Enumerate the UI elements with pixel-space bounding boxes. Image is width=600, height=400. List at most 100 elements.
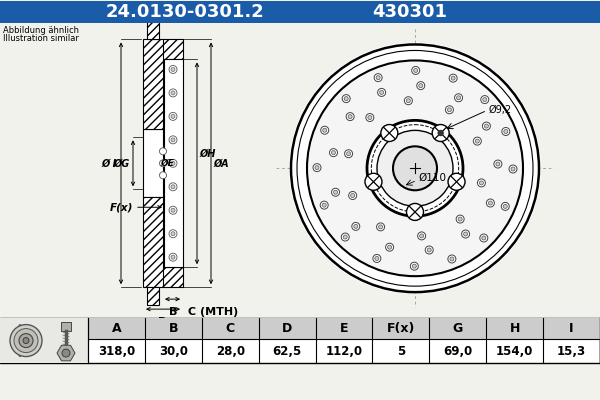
Text: D: D bbox=[282, 322, 292, 335]
Circle shape bbox=[461, 230, 470, 238]
Circle shape bbox=[171, 232, 175, 236]
Bar bbox=[143, 197, 163, 287]
Circle shape bbox=[352, 222, 360, 230]
Circle shape bbox=[14, 328, 38, 352]
Text: D: D bbox=[158, 317, 167, 327]
Circle shape bbox=[480, 234, 488, 242]
Circle shape bbox=[419, 234, 424, 238]
Text: F(x): F(x) bbox=[110, 202, 133, 212]
Circle shape bbox=[19, 334, 33, 348]
Circle shape bbox=[377, 130, 453, 206]
Circle shape bbox=[169, 136, 177, 144]
Circle shape bbox=[481, 96, 489, 104]
Bar bbox=[143, 129, 163, 197]
Text: G: G bbox=[452, 322, 463, 335]
Circle shape bbox=[432, 124, 449, 142]
Bar bbox=[162, 267, 183, 287]
Circle shape bbox=[496, 162, 500, 166]
Text: C (MTH): C (MTH) bbox=[188, 307, 238, 317]
Circle shape bbox=[393, 146, 437, 190]
Bar bbox=[0, 0, 600, 22]
Circle shape bbox=[377, 88, 386, 96]
Circle shape bbox=[448, 108, 451, 112]
Circle shape bbox=[366, 114, 374, 122]
Text: 62,5: 62,5 bbox=[272, 344, 302, 358]
Bar bbox=[164, 60, 183, 267]
Circle shape bbox=[375, 256, 379, 260]
Circle shape bbox=[347, 152, 350, 156]
Circle shape bbox=[450, 257, 454, 261]
Text: 430301: 430301 bbox=[373, 2, 448, 20]
Circle shape bbox=[350, 194, 355, 198]
Circle shape bbox=[342, 95, 350, 103]
Circle shape bbox=[329, 149, 337, 157]
Circle shape bbox=[482, 122, 490, 130]
Circle shape bbox=[169, 89, 177, 97]
Circle shape bbox=[297, 50, 533, 286]
Circle shape bbox=[456, 215, 464, 223]
Circle shape bbox=[404, 97, 412, 105]
Circle shape bbox=[341, 233, 349, 241]
Circle shape bbox=[451, 76, 455, 80]
Circle shape bbox=[406, 99, 410, 103]
Text: A: A bbox=[112, 322, 121, 335]
Circle shape bbox=[346, 113, 354, 120]
Circle shape bbox=[449, 74, 457, 82]
Text: 318,0: 318,0 bbox=[98, 344, 135, 358]
Text: Ø9,2: Ø9,2 bbox=[489, 105, 512, 115]
Circle shape bbox=[509, 165, 517, 173]
Text: 69,0: 69,0 bbox=[443, 344, 472, 358]
Text: Ø110: Ø110 bbox=[418, 173, 446, 183]
Circle shape bbox=[374, 74, 382, 82]
Text: H: H bbox=[509, 322, 520, 335]
Circle shape bbox=[373, 254, 381, 262]
Text: Abbildung ähnlich: Abbildung ähnlich bbox=[3, 26, 79, 36]
Circle shape bbox=[388, 245, 392, 249]
Circle shape bbox=[321, 126, 329, 134]
Circle shape bbox=[160, 148, 167, 155]
Circle shape bbox=[386, 243, 394, 251]
Circle shape bbox=[10, 325, 42, 356]
Text: 30,0: 30,0 bbox=[159, 344, 188, 358]
Circle shape bbox=[413, 68, 418, 72]
Circle shape bbox=[171, 208, 175, 212]
Text: B: B bbox=[169, 307, 178, 317]
Bar bbox=[162, 40, 183, 60]
Circle shape bbox=[412, 264, 416, 268]
Circle shape bbox=[160, 172, 167, 179]
Circle shape bbox=[320, 201, 328, 209]
Circle shape bbox=[503, 204, 507, 208]
Circle shape bbox=[344, 97, 348, 101]
Circle shape bbox=[169, 183, 177, 191]
Circle shape bbox=[169, 230, 177, 238]
Circle shape bbox=[367, 120, 463, 216]
Circle shape bbox=[169, 253, 177, 261]
Circle shape bbox=[427, 248, 431, 252]
Text: 154,0: 154,0 bbox=[496, 344, 533, 358]
Circle shape bbox=[332, 188, 340, 196]
Circle shape bbox=[62, 349, 70, 357]
Circle shape bbox=[171, 255, 175, 259]
Circle shape bbox=[348, 115, 352, 119]
Bar bbox=[147, 287, 159, 305]
Circle shape bbox=[171, 91, 175, 95]
Circle shape bbox=[483, 98, 487, 102]
Ellipse shape bbox=[17, 325, 23, 356]
Circle shape bbox=[455, 94, 463, 102]
Circle shape bbox=[376, 76, 380, 80]
Text: E: E bbox=[340, 322, 348, 335]
Circle shape bbox=[488, 201, 493, 205]
Circle shape bbox=[322, 203, 326, 207]
Circle shape bbox=[169, 66, 177, 74]
Circle shape bbox=[448, 173, 465, 190]
Text: C: C bbox=[226, 322, 235, 335]
Text: ØG: ØG bbox=[114, 158, 130, 168]
Circle shape bbox=[23, 338, 29, 344]
Circle shape bbox=[171, 114, 175, 118]
Circle shape bbox=[169, 159, 177, 167]
Circle shape bbox=[171, 138, 175, 142]
Circle shape bbox=[494, 160, 502, 168]
Text: 24.0130-0301.2: 24.0130-0301.2 bbox=[106, 2, 265, 20]
Text: ØE: ØE bbox=[160, 159, 174, 168]
Circle shape bbox=[169, 206, 177, 214]
